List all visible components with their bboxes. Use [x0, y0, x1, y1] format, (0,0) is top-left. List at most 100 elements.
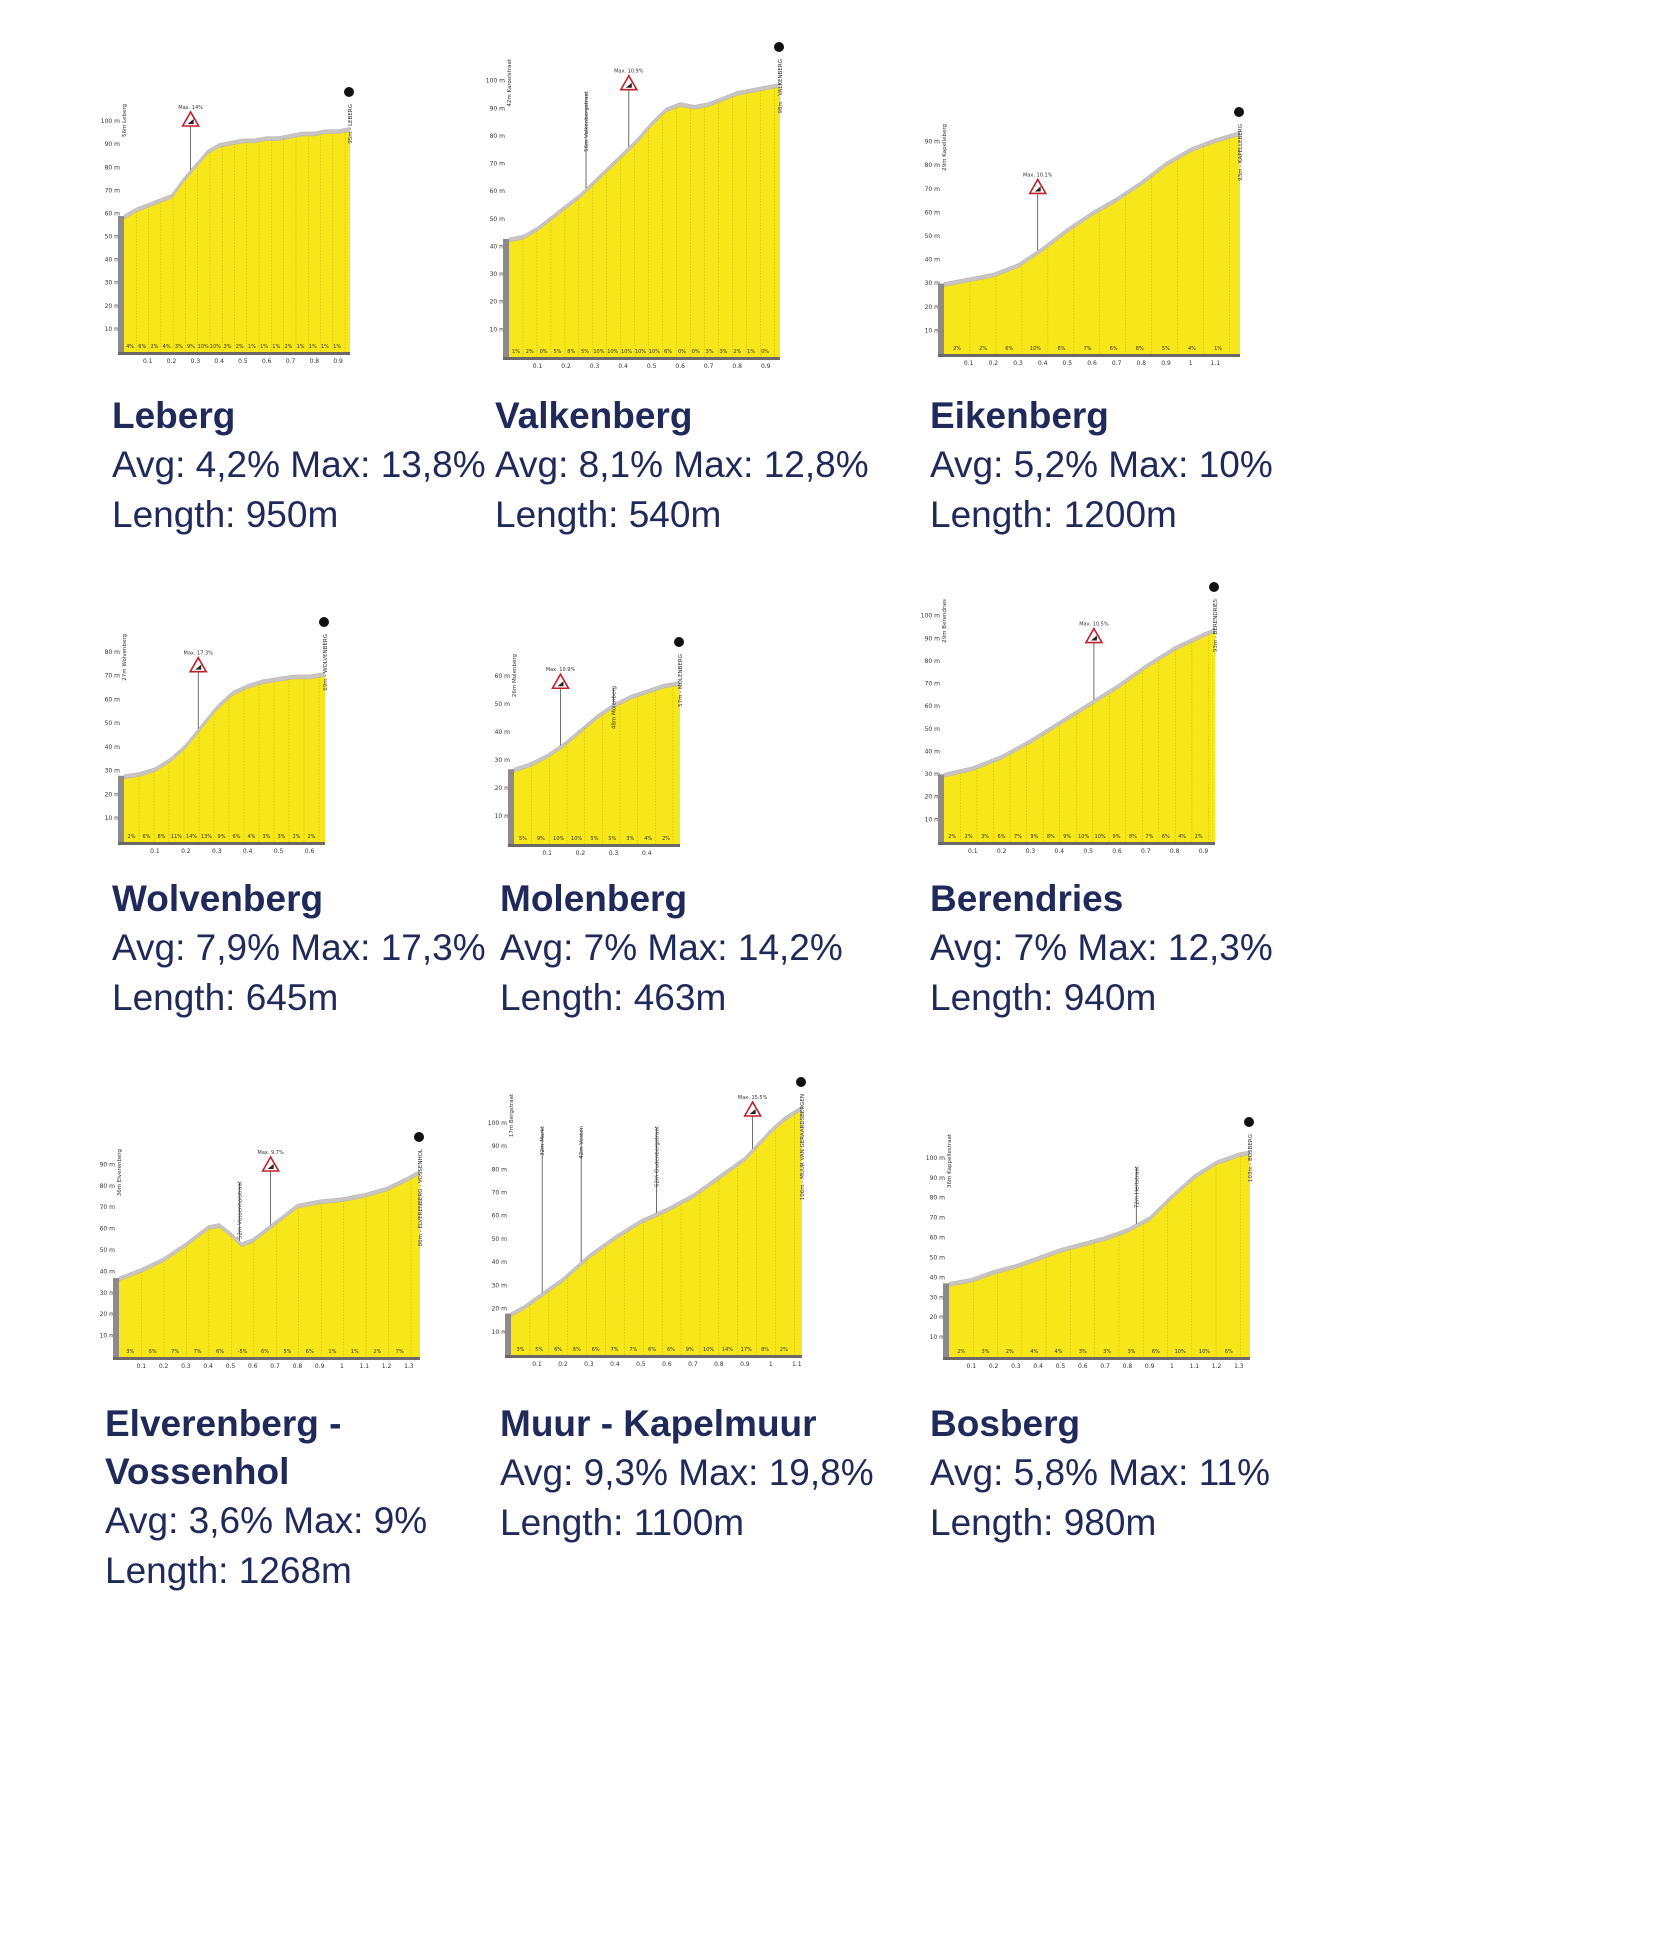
- climb-gradient-stats: Avg: 7% Max: 12,3%: [930, 927, 1273, 968]
- profile-baseline: [118, 352, 350, 355]
- gradient-label: 2%: [526, 349, 534, 355]
- climb-length: Length: 645m: [112, 977, 339, 1018]
- gradient-label: 4%: [126, 344, 134, 350]
- slope-glyph-icon: [1034, 186, 1041, 192]
- y-tick-label: 90 m: [105, 141, 121, 148]
- x-tick-label: 0.2: [576, 850, 586, 857]
- gradient-label: 1%: [328, 1349, 336, 1355]
- x-tick-label: 0.4: [1055, 848, 1065, 855]
- y-tick-label: 20 m: [925, 794, 941, 801]
- y-tick-label: 70 m: [105, 187, 121, 194]
- gradient-label: 8%: [761, 1347, 769, 1353]
- gradient-label: 2%: [150, 344, 158, 350]
- climb-gradient-stats: Avg: 7,9% Max: 17,3%: [112, 927, 486, 968]
- elevation-profile-chart: 90 m 80 m 70 m 60 m 50 m 40 m 30 m 20 m 10 m 2% 2%…: [925, 107, 1244, 367]
- gradient-label: 4%: [1188, 346, 1196, 352]
- x-tick-label: 0.7: [286, 358, 296, 365]
- x-tick-label: 0.5: [274, 848, 284, 855]
- gradient-label: 3%: [719, 349, 727, 355]
- profile-baseline: [938, 842, 1215, 845]
- gradient-label: 9%: [686, 1347, 694, 1353]
- max-gradient-warning-icon: [1028, 177, 1048, 195]
- start-point-label: 17m Bergstraat: [509, 1093, 515, 1137]
- x-tick-label: 0.8: [714, 1361, 724, 1368]
- y-tick-label: 80 m: [925, 658, 941, 665]
- summit-marker-icon: [796, 1077, 806, 1087]
- x-tick-label: 0.2: [159, 1363, 169, 1370]
- max-gradient-label: Max. 10.9%: [546, 667, 576, 673]
- y-tick-label: 30 m: [495, 757, 511, 764]
- y-tick-label: 40 m: [492, 1259, 508, 1266]
- y-tick-label: 10 m: [490, 326, 506, 333]
- profile-baseline: [113, 1357, 420, 1360]
- gradient-label: 3%: [126, 1349, 134, 1355]
- gradient-label: 6%: [216, 1349, 224, 1355]
- climb-gradient-stats: Avg: 9,3% Max: 19,8%: [500, 1452, 874, 1493]
- y-tick-label: 30 m: [492, 1282, 508, 1289]
- start-point-label: 29m Berendries: [942, 599, 948, 643]
- elevation-area: [949, 1153, 1250, 1357]
- max-gradient-label: Max. 9.7%: [258, 1150, 284, 1156]
- x-tick-label: 0.6: [262, 358, 272, 365]
- x-tick-label: 0.8: [310, 358, 320, 365]
- gradient-label: 5%: [553, 349, 561, 355]
- profile-baseline: [508, 844, 680, 847]
- gradient-label: 6%: [573, 1347, 581, 1353]
- y-tick-label: 40 m: [490, 243, 506, 250]
- x-tick-label: 0.1: [532, 1361, 542, 1368]
- y-tick-label: 30 m: [490, 271, 506, 278]
- climb-name: Eikenberg: [930, 395, 1109, 436]
- gradient-label: 2%: [780, 1347, 788, 1353]
- y-tick-label: 100 m: [921, 613, 940, 620]
- y-tick-label: 50 m: [925, 233, 941, 240]
- max-gradient-warning-icon: [551, 672, 570, 690]
- gradient-label: 2%: [957, 1349, 965, 1355]
- gradient-label: 6%: [1225, 1349, 1233, 1355]
- gradient-label: 5%: [608, 836, 616, 842]
- start-point-label: 29m Kapelleberg: [942, 124, 948, 171]
- gradient-label: 9%: [218, 834, 226, 840]
- y-tick-label: 40 m: [925, 257, 941, 264]
- x-tick-label: 0.6: [1112, 848, 1122, 855]
- x-tick-label: 0.9: [333, 358, 343, 365]
- y-tick-label: 40 m: [930, 1274, 946, 1281]
- elevation-area: [944, 134, 1240, 354]
- x-tick-label: 0.5: [1083, 848, 1093, 855]
- climb-gradient-stats: Avg: 5,8% Max: 11%: [930, 1452, 1271, 1493]
- summit-label: 86m - ELVERENBERG - VOSSENHOL: [418, 1148, 424, 1246]
- y-tick-label: 70 m: [105, 673, 121, 680]
- elevation-area: [511, 1108, 802, 1355]
- waypoint-label: 48m Molenberg: [612, 686, 618, 729]
- x-tick-label: 1.1: [1211, 360, 1221, 367]
- gradient-label: 14%: [186, 834, 197, 840]
- y-tick-label: 60 m: [105, 210, 121, 217]
- max-gradient-warning-icon: [743, 1100, 763, 1117]
- climb-gradient-stats: Avg: 5,2% Max: 10%: [930, 444, 1273, 485]
- profile-baseline: [118, 842, 325, 845]
- climb-length: Length: 950m: [112, 494, 339, 535]
- max-gradient-label: Max. 10.1%: [1023, 172, 1053, 178]
- gradient-label: 6%: [1110, 346, 1118, 352]
- profile-baseline: [505, 1355, 802, 1358]
- summit-label: 106m - MUUR VAN GERAARDSBERGEN: [800, 1094, 806, 1200]
- gradient-label: 8%: [567, 349, 575, 355]
- x-tick-label: 0.1: [968, 848, 978, 855]
- climb-caption: Elverenberg - Vossenhol Avg: 3,6% Max: 9%…: [105, 1400, 427, 1596]
- x-tick-label: 0.4: [214, 358, 224, 365]
- elevation-ridge: [948, 1150, 1251, 1287]
- y-tick-label: 30 m: [925, 771, 941, 778]
- y-tick-label: 90 m: [490, 105, 506, 112]
- gradient-label: 0%: [761, 349, 769, 355]
- gradient-label: 8%: [158, 834, 166, 840]
- gradient-label: 9%: [1063, 834, 1071, 840]
- x-tick-label: 0.9: [1145, 1363, 1155, 1370]
- x-tick-label: 0.2: [558, 1361, 568, 1368]
- y-tick-label: 50 m: [492, 1236, 508, 1243]
- gradient-label: 2%: [733, 349, 741, 355]
- gradient-label: 6%: [143, 834, 151, 840]
- gradient-label: 1%: [747, 349, 755, 355]
- x-tick-label: 0.1: [967, 1363, 977, 1370]
- x-tick-label: 0.7: [1100, 1363, 1110, 1370]
- gradient-label: 2%: [373, 1349, 381, 1355]
- x-tick-label: 0.5: [1056, 1363, 1066, 1370]
